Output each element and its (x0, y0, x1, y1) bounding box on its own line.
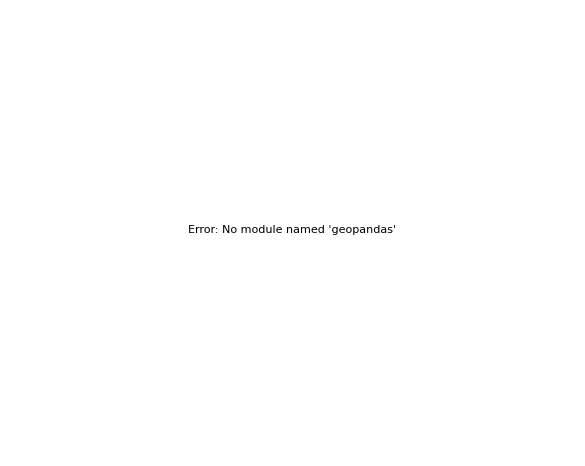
Text: Error: No module named 'geopandas': Error: No module named 'geopandas' (188, 225, 397, 235)
